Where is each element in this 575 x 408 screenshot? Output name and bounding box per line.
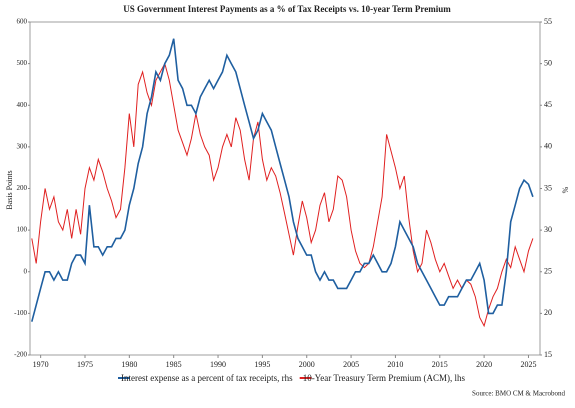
x-tick-label: 2020 [476,360,492,369]
y-tick-label: 600 [17,18,28,26]
legend-label: Interest expense as a percent of tax rec… [121,373,293,383]
y2-tick-label: 50 [544,58,552,67]
y-axis-label: Basis Points [5,170,14,209]
x-tick-label: 1995 [254,360,270,369]
x-tick-label: 1990 [210,360,226,369]
y-tick-label: 0 [24,267,28,275]
y-tick-label: 100 [17,226,28,234]
y2-tick-label: 35 [544,183,552,192]
x-tick-label: 2025 [520,360,536,369]
source: Source: BMO CM & Macrobond [472,390,565,398]
y-tick-label: 400 [17,101,28,109]
legend-label: 10-Year Treasury Term Premium (ACM), lhs [303,373,466,383]
y2-tick-label: 25 [544,267,552,276]
y-tick-label: 300 [17,142,28,150]
y-tick-label: -100 [14,309,27,317]
chart-title: US Government Interest Payments as a % o… [123,4,451,14]
y-tick-label: 500 [17,59,28,67]
y2-tick-label: 55 [544,17,552,26]
x-tick-label: 2000 [299,360,315,369]
series-line [31,38,534,322]
y-tick-label: 200 [17,184,28,192]
x-tick-label: 1980 [121,360,137,369]
x-tick-label: 1970 [33,360,49,369]
y2-tick-label: 30 [544,225,552,234]
x-tick-label: 2010 [387,360,403,369]
x-tick-label: 1975 [77,360,93,369]
x-tick-label: 2015 [432,360,448,369]
series-line [31,62,534,328]
y2-tick-label: 20 [544,308,552,317]
y2-tick-label: 15 [544,350,552,359]
x-tick-label: 2005 [343,360,359,369]
y-tick-label: -200 [14,351,27,359]
y2-axis-label: % [561,186,570,193]
y2-tick-label: 45 [544,100,552,109]
plot-frame [29,21,541,356]
y2-tick-label: 40 [544,142,552,151]
x-tick-label: 1985 [166,360,182,369]
